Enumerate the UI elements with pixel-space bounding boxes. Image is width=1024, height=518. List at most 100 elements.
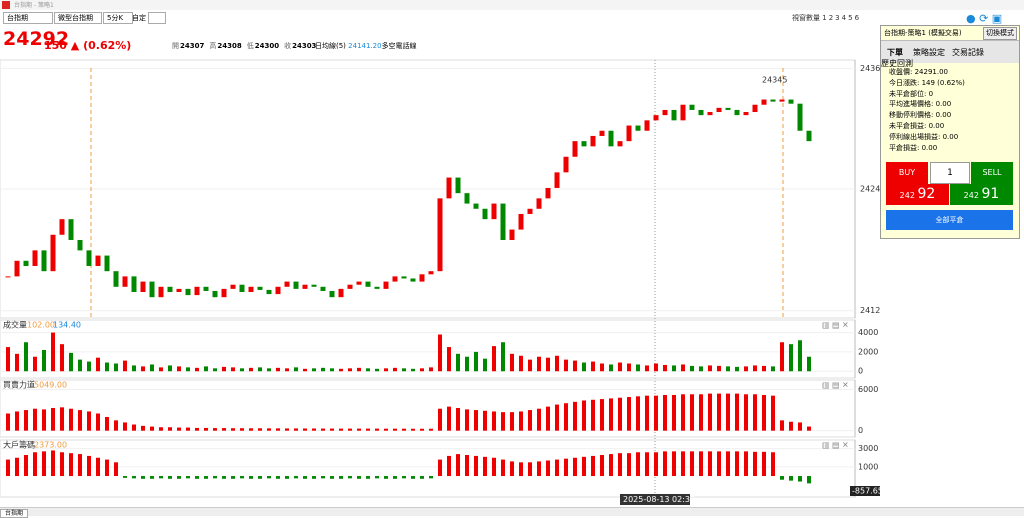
candle — [635, 125, 641, 131]
sell-button[interactable]: SELL — [971, 162, 1013, 184]
window-number[interactable]: 5 — [848, 14, 853, 22]
candle — [797, 103, 803, 131]
last-price: 24292 — [3, 28, 70, 50]
bar — [222, 428, 226, 431]
candle — [482, 208, 488, 220]
candle — [32, 250, 38, 266]
panel-icon: ▥ — [822, 321, 830, 330]
candle — [419, 274, 425, 282]
bar — [618, 362, 622, 372]
bar — [402, 476, 406, 479]
bar — [276, 476, 280, 479]
candle — [221, 288, 227, 298]
bar — [429, 476, 433, 479]
ohlc: 開24307 高24308 低24300 收24303 — [172, 41, 321, 51]
product-select[interactable]: 微型台指期 — [54, 12, 102, 24]
bar — [609, 364, 613, 372]
bar — [87, 455, 91, 477]
bar — [213, 476, 217, 479]
candle — [608, 130, 614, 147]
bar — [636, 396, 640, 431]
y-tick-label: 0 — [858, 367, 863, 376]
ask-price[interactable]: 242 91 — [950, 184, 1013, 205]
candle — [707, 112, 713, 116]
bar — [123, 422, 127, 431]
bar — [258, 476, 262, 479]
bar — [267, 476, 271, 479]
bar — [564, 403, 568, 431]
panel-header: 台指期-策略1 (模擬交易) 切換模式 — [881, 26, 1019, 41]
panel-tab[interactable]: 策略設定 — [913, 48, 945, 57]
bar — [438, 334, 442, 372]
custom-input[interactable] — [148, 12, 166, 24]
bar — [330, 368, 334, 372]
close-all-button[interactable]: 全部平倉 — [886, 210, 1013, 230]
candle — [491, 203, 497, 220]
bar — [231, 428, 235, 431]
window-number[interactable]: 1 — [822, 14, 827, 22]
candle — [527, 208, 533, 214]
window-number[interactable]: 2 — [828, 14, 834, 22]
bar — [168, 427, 172, 431]
candle — [446, 177, 452, 199]
bar — [510, 353, 514, 372]
panel-tab[interactable]: 歷史回測 — [881, 59, 913, 68]
bar — [708, 451, 712, 477]
bar — [33, 356, 37, 372]
candle — [41, 250, 47, 272]
bar — [78, 454, 82, 477]
bar — [231, 367, 235, 372]
candle — [329, 290, 335, 298]
bar — [771, 395, 775, 431]
bid-price[interactable]: 242 92 — [886, 184, 949, 205]
window-number[interactable]: 6 — [854, 14, 860, 22]
bar — [663, 451, 667, 477]
qty-input[interactable]: 1 — [930, 162, 970, 184]
candle — [212, 290, 218, 298]
bar — [429, 428, 433, 431]
panel-tab[interactable]: 交易記錄 — [952, 48, 984, 57]
candle — [743, 112, 749, 116]
candle — [347, 284, 353, 289]
bar — [780, 342, 784, 372]
bar — [519, 411, 523, 431]
bar — [159, 476, 163, 479]
bar — [528, 462, 532, 477]
bar — [258, 367, 262, 372]
period-select[interactable]: 5分K — [103, 12, 133, 24]
candle — [59, 219, 65, 235]
bar — [636, 452, 640, 477]
bottom-tab[interactable]: 台指期 — [0, 509, 29, 518]
candle — [113, 271, 119, 287]
bar — [195, 476, 199, 479]
switch-mode[interactable]: 切換模式 — [983, 27, 1017, 40]
bar — [483, 456, 487, 477]
crosshair-time: 2025-08-13 02:30 — [623, 495, 695, 504]
bar — [357, 428, 361, 431]
bar — [654, 363, 658, 372]
bar — [348, 368, 352, 372]
buy-button[interactable]: BUY — [886, 162, 928, 184]
bar — [33, 452, 37, 477]
bar — [267, 428, 271, 431]
window-number[interactable]: 3 — [835, 14, 840, 22]
volume-reading: 134.40 — [53, 321, 81, 330]
symbol-select[interactable]: 台指期 — [3, 12, 53, 24]
bar — [69, 352, 73, 372]
window-number[interactable]: 4 — [841, 14, 847, 22]
y-tick-label: 4000 — [858, 328, 878, 337]
bar — [195, 427, 199, 431]
bar — [375, 428, 379, 431]
panel-tab[interactable]: 下單 — [887, 48, 903, 57]
app-icon — [2, 1, 10, 9]
ma-value: 24141.20 — [348, 42, 382, 50]
bar — [384, 428, 388, 431]
bar — [177, 476, 181, 479]
candle — [455, 177, 461, 194]
ohlc-label: 開 — [172, 42, 179, 50]
bar — [618, 397, 622, 431]
candle — [383, 281, 389, 289]
candle — [149, 281, 155, 298]
y-tick-label: 1000 — [858, 462, 878, 471]
bar — [447, 347, 451, 372]
